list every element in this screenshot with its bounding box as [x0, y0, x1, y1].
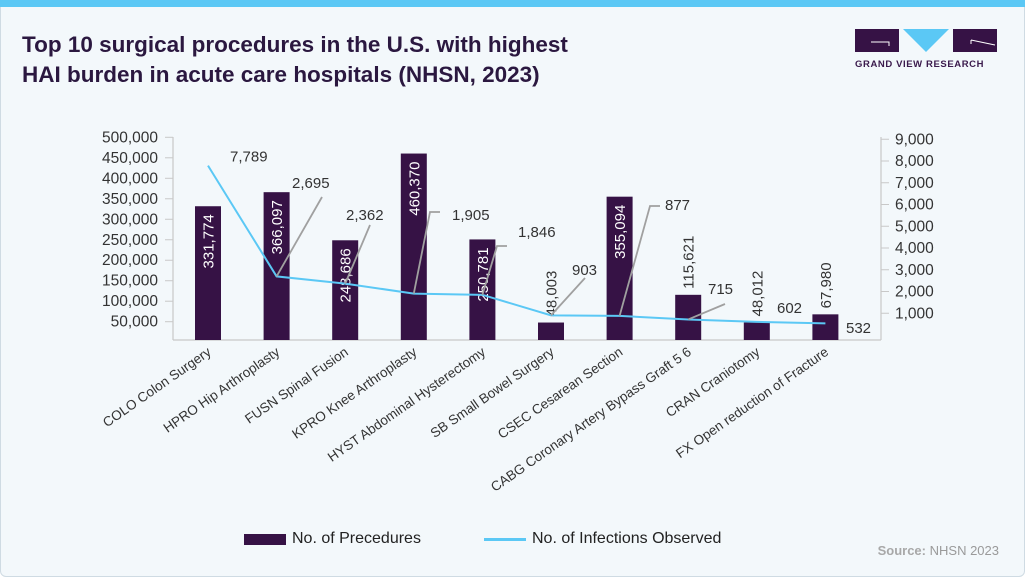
left-tick-label: 500,000 [102, 129, 158, 146]
chart-title: Top 10 surgical procedures in the U.S. w… [22, 30, 742, 90]
bar-1 [263, 192, 290, 340]
bar-label: 331,774 [201, 214, 218, 268]
leader-line [550, 277, 586, 316]
right-tick-label: 1,000 [895, 305, 934, 322]
left-tick-label: 100,000 [102, 293, 158, 310]
leader-line [344, 224, 371, 284]
right-tick-label: 9,000 [895, 131, 934, 148]
bar-8 [743, 322, 770, 340]
line-label: 1,905 [452, 207, 490, 224]
leader-line [618, 205, 660, 317]
legend-label-infections: No. of Infections Observed [532, 530, 722, 547]
line-label: 903 [572, 262, 597, 279]
legend-swatch-bar [244, 533, 286, 545]
line-label: 2,362 [346, 207, 384, 224]
right-tick-label: 8,000 [895, 153, 934, 170]
title-line-2: HAI burden in acute care hospitals (NHSN… [22, 62, 540, 87]
left-tick-label: 250,000 [102, 232, 158, 249]
left-tick-label: 200,000 [102, 252, 158, 269]
line-label: 877 [665, 197, 690, 214]
right-tick-label: 5,000 [895, 218, 934, 235]
line-label: 1,846 [518, 224, 556, 241]
x-tick-label: COLO Colon Surgery [100, 344, 214, 430]
bar-label: 250,781 [475, 247, 492, 301]
infections-line [207, 165, 826, 325]
line-label: 532 [846, 320, 871, 337]
source-note: Source: NHSN 2023 [878, 543, 999, 558]
right-tick-label: 6,000 [895, 197, 934, 214]
right-tick-label: 2,000 [895, 284, 934, 301]
left-tick-label: 400,000 [102, 170, 158, 187]
x-tick-label: KPRO Knee Arthroplasty [289, 344, 420, 442]
bar-4 [469, 239, 496, 340]
legend-label-procedures: No. of Precedures [292, 530, 421, 547]
legend-item-procedures: No. of Precedures [244, 530, 421, 548]
bar-2 [332, 240, 359, 340]
bar-7 [675, 294, 702, 340]
source-value: NHSN 2023 [929, 543, 999, 558]
bar-label: 67,980 [818, 262, 835, 308]
accent-bar [0, 0, 1025, 7]
x-tick-label: CSEC Cesarean Section [495, 344, 625, 442]
left-tick-label: 350,000 [102, 191, 158, 208]
logo-text: GRAND VIEW RESEARCH [855, 59, 985, 70]
gvr-logo [855, 29, 997, 52]
bar-label: 115,621 [681, 236, 698, 289]
bar-label: 366,097 [269, 200, 286, 254]
legend-swatch-line [484, 537, 526, 541]
left-tick-label: 450,000 [102, 150, 158, 167]
leader-line [412, 211, 440, 294]
x-tick-label: SB Small Bowel Surgery [428, 344, 557, 441]
line-label: 2,695 [292, 175, 330, 192]
bar-9 [812, 314, 839, 340]
line-label: 602 [777, 300, 802, 317]
right-tick-label: 4,000 [895, 240, 934, 257]
bar-label: 48,012 [749, 271, 766, 317]
bar-label: 48,003 [544, 271, 561, 317]
leader-line [275, 196, 323, 277]
left-tick-label: 50,000 [111, 314, 159, 331]
legend-item-infections: No. of Infections Observed [484, 530, 721, 548]
source-label: Source: [877, 543, 926, 558]
left-tick-label: 150,000 [102, 273, 158, 290]
title-line-1: Top 10 surgical procedures in the U.S. w… [22, 32, 568, 57]
left-tick-label: 300,000 [102, 211, 158, 228]
leader-line [687, 303, 726, 321]
line-label: 7,789 [230, 149, 268, 166]
right-tick-label: 3,000 [895, 262, 934, 279]
bar-label: 248,686 [338, 248, 355, 302]
x-tick-label: HPRO Hip Arthroplasty [161, 344, 283, 436]
bar-label: 355,094 [612, 205, 629, 259]
leader-line [481, 245, 507, 296]
bar-label: 460,370 [406, 162, 423, 216]
bar-5 [538, 322, 564, 340]
line-label: 715 [708, 281, 733, 298]
bar-0 [195, 206, 221, 340]
right-tick-label: 7,000 [895, 175, 934, 192]
